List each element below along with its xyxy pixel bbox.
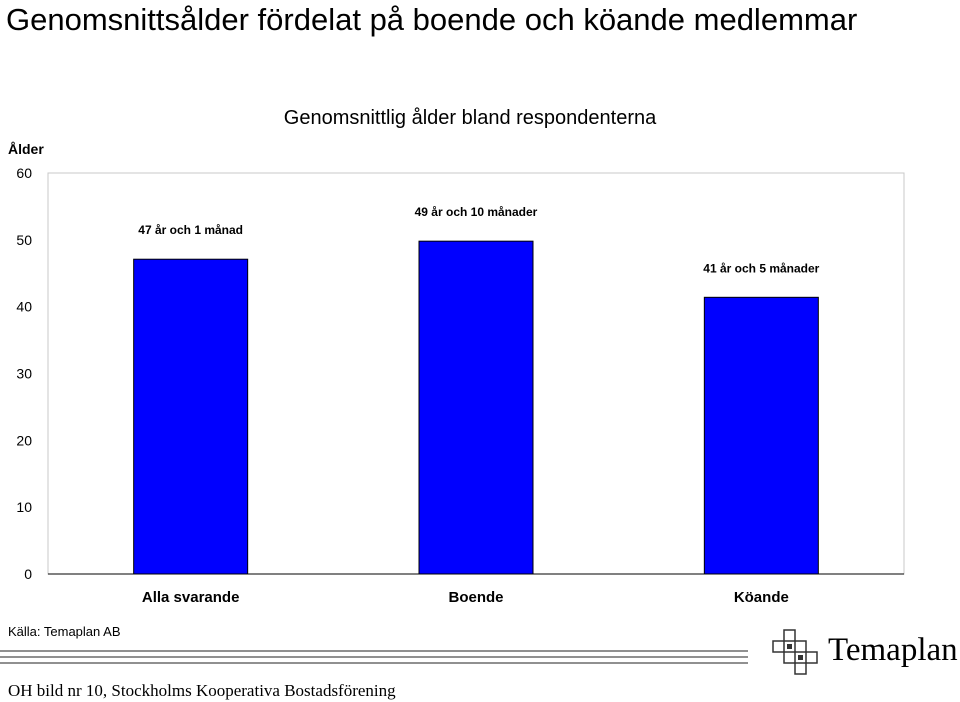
data-label: 41 år och 5 månader bbox=[703, 261, 819, 275]
y-tick-label: 30 bbox=[16, 366, 32, 382]
y-tick-label: 40 bbox=[16, 299, 32, 315]
divider-line bbox=[0, 650, 748, 652]
temaplan-logo: Temaplan bbox=[770, 628, 958, 676]
x-tick-label: Köande bbox=[734, 589, 789, 606]
y-axis-label: Ålder bbox=[8, 141, 44, 157]
bar bbox=[133, 258, 249, 575]
y-tick-label: 0 bbox=[24, 566, 32, 582]
source-note: Källa: Temaplan AB bbox=[8, 624, 121, 639]
bar bbox=[703, 296, 819, 575]
logo-mark-icon bbox=[772, 629, 818, 675]
y-tick-label: 50 bbox=[16, 232, 32, 248]
logo-text: Temaplan bbox=[828, 632, 958, 668]
page-title: Genomsnittsålder fördelat på boende och … bbox=[6, 2, 858, 37]
y-tick-label: 10 bbox=[16, 499, 32, 515]
x-tick-label: Alla svarande bbox=[142, 589, 240, 606]
divider-line bbox=[0, 656, 748, 658]
data-label: 47 år och 1 månad bbox=[138, 223, 243, 237]
bar-chart: 0 10 20 30 40 50 60 47 år och 1 månad Alla svara… bbox=[16, 165, 905, 606]
x-tick-label: Boende bbox=[448, 589, 503, 606]
data-label: 49 år och 10 månader bbox=[415, 205, 538, 219]
footer-text: OH bild nr 10, Stockholms Kooperativa Bo… bbox=[8, 681, 396, 700]
y-tick-label: 20 bbox=[16, 432, 32, 448]
bar bbox=[418, 240, 534, 575]
divider-line bbox=[0, 662, 748, 664]
chart-title: Genomsnittlig ålder bland respondenterna bbox=[283, 107, 657, 129]
y-tick-label: 60 bbox=[16, 165, 32, 181]
